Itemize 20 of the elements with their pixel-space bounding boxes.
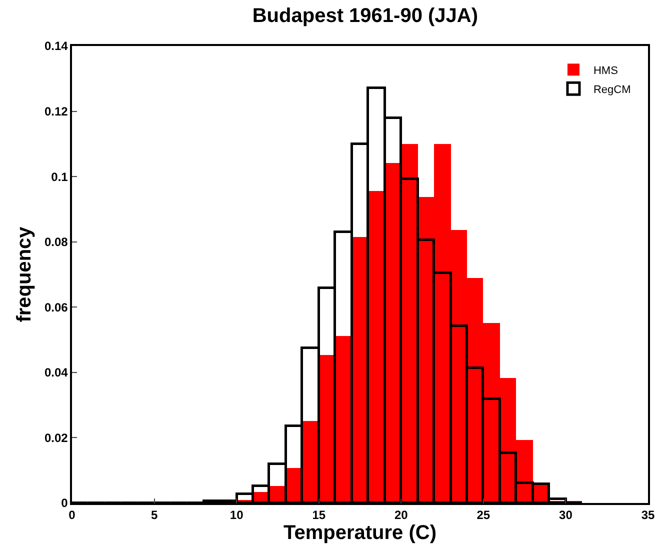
y-tick-label: 0.02: [44, 430, 68, 445]
y-tick-label: 0.06: [44, 300, 68, 314]
y-tick-label: 0.12: [44, 104, 68, 118]
y-tick-label: 0.04: [44, 366, 68, 380]
x-tick-label: 15: [312, 508, 326, 522]
y-tick-label: 0.1: [51, 170, 68, 184]
x-tick-label: 30: [559, 508, 573, 522]
x-tick-label: 25: [476, 508, 490, 522]
chart-title: Budapest 1961-90 (JJA): [252, 5, 478, 28]
x-axis-title: Temperature (C): [284, 522, 436, 544]
legend-label: HMS: [593, 64, 618, 77]
x-tick-label: 35: [641, 508, 655, 522]
x-tick-label: 5: [150, 508, 158, 522]
y-tick-label: 0.08: [44, 235, 68, 250]
y-tick-label: 0: [61, 496, 68, 510]
y-tick-label: 0.14: [44, 39, 68, 54]
legend-label: RegCM: [593, 84, 631, 96]
x-tick-label: 20: [394, 508, 408, 522]
x-tick-label: 10: [230, 508, 244, 522]
y-axis-title: frequency: [13, 226, 36, 322]
